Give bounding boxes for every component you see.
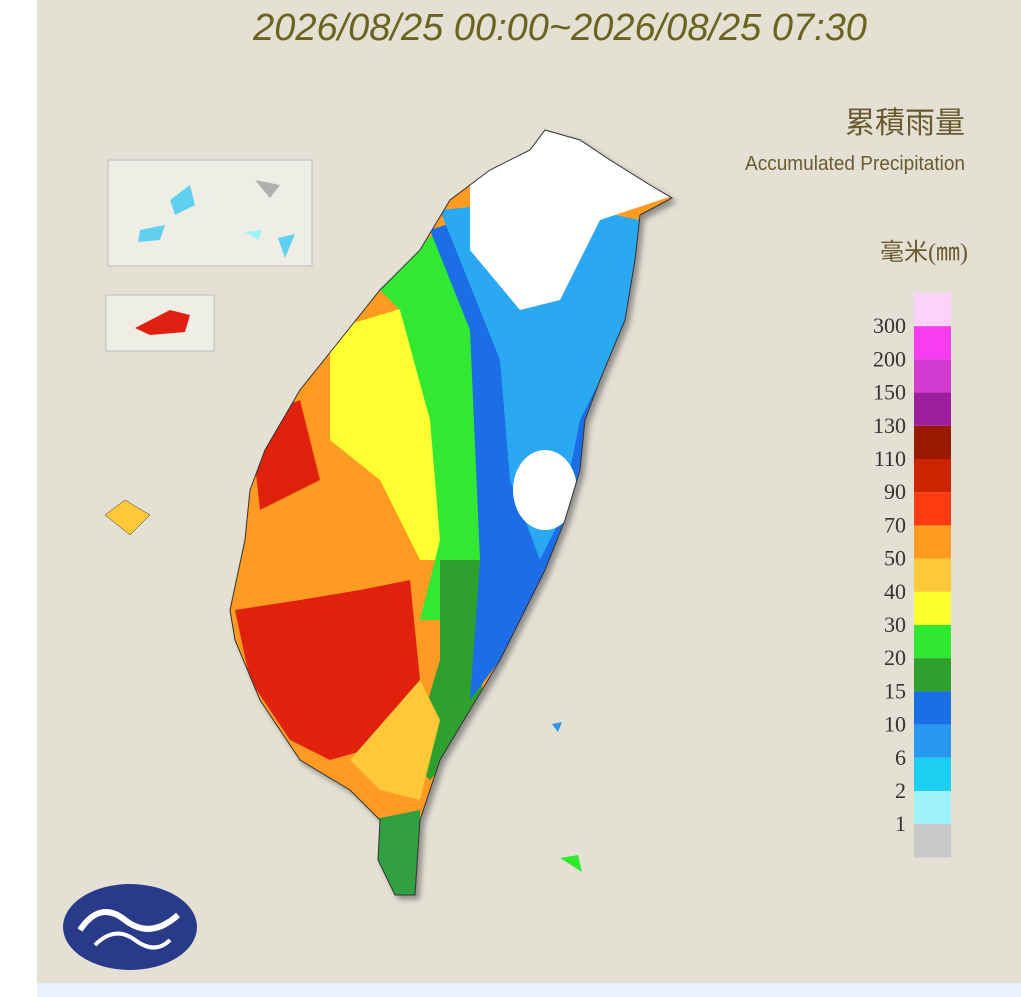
bottom-strip	[37, 983, 1021, 997]
legend-swatch	[914, 757, 951, 791]
map-title: 2026/08/25 00:00~2026/08/25 07:30	[252, 7, 867, 49]
legend-swatch	[914, 558, 951, 592]
legend-swatch	[914, 326, 951, 360]
legend-label: 2	[895, 778, 906, 803]
legend-unit: 毫米(㎜)	[880, 239, 968, 266]
legend-swatch	[914, 691, 951, 725]
legend-swatch	[914, 459, 951, 493]
cwa-logo	[63, 884, 197, 970]
legend-label: 20	[884, 645, 906, 670]
legend-swatch	[914, 359, 951, 393]
legend-label: 150	[873, 380, 906, 405]
legend-swatch	[914, 525, 951, 559]
legend-label: 50	[884, 546, 906, 571]
legend-label: 110	[874, 446, 906, 471]
legend-label: 40	[884, 579, 906, 604]
legend-label: 10	[884, 712, 906, 737]
legend-swatch	[914, 591, 951, 625]
legend-label: 15	[884, 678, 906, 703]
legend-swatch	[914, 824, 951, 858]
legend-title-en: Accumulated Precipitation	[745, 153, 965, 175]
legend-label: 30	[884, 612, 906, 637]
legend-label: 90	[884, 479, 906, 504]
legend-label: 130	[873, 413, 906, 438]
legend-swatch	[914, 658, 951, 692]
legend-swatch	[914, 724, 951, 758]
legend-swatch	[914, 293, 951, 327]
legend-title-zh: 累積雨量	[845, 107, 965, 140]
legend-label: 6	[895, 745, 906, 770]
legend-label: 200	[873, 346, 906, 371]
legend-swatch	[914, 392, 951, 426]
legend-label: 300	[873, 313, 906, 338]
legend-swatch	[914, 625, 951, 659]
outlying-islands	[104, 159, 582, 872]
legend-label: 1	[895, 811, 906, 836]
legend-swatch	[914, 791, 951, 825]
legend-swatch	[914, 492, 951, 526]
legend-swatch	[914, 425, 951, 459]
legend-label: 70	[884, 512, 906, 537]
legend: 300 200 150 130 110 90 70 50 40 30 20 15 10 6 2 1	[873, 293, 951, 858]
